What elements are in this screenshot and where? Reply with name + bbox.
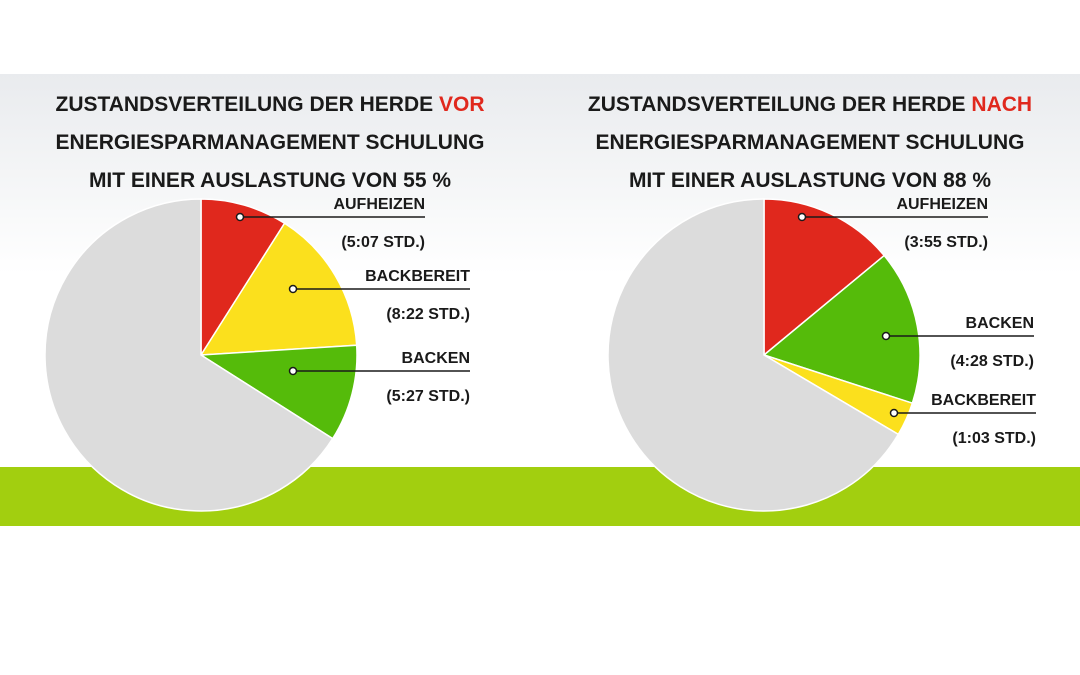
leader-dot (288, 284, 298, 294)
pie-slice-backen (198, 344, 358, 440)
leader-dot (797, 212, 807, 222)
slice-label: BACKBEREIT (365, 268, 470, 285)
leader-dot (235, 212, 245, 222)
pie-slice-aufheizen (763, 198, 886, 357)
pie-slice-aufheizen (200, 198, 286, 358)
pie-slice-backen (762, 254, 921, 405)
slice-value-label: (8:22 STD.) (386, 306, 470, 323)
slice-label: BACKEN (966, 315, 1034, 332)
slice-value-label: (1:03 STD.) (952, 430, 1036, 447)
title-text: ZUSTANDSVERTEILUNG DER HERDE (55, 93, 434, 116)
title-highlight: VOR (438, 93, 485, 116)
pie-slice-rest (44, 198, 334, 512)
slice-value-label: (4:28 STD.) (950, 353, 1034, 370)
leader-dot (889, 408, 899, 418)
title-line-1: ZUSTANDSVERTEILUNG DER HERDE NACH (540, 86, 1080, 124)
slice-label: AUFHEIZEN (896, 196, 988, 213)
leader-dot (881, 331, 891, 341)
pie-slice-rest (607, 198, 900, 512)
pie-svg-before: AUFHEIZEN (5:07 STD.) BACKBEREIT (8:22 STD.… (44, 196, 470, 512)
slice-value-label: (5:27 STD.) (386, 388, 470, 405)
slice-label: BACKBEREIT (931, 392, 1036, 409)
title-text: ZUSTANDSVERTEILUNG DER HERDE (587, 93, 966, 116)
slice-value-label: (3:55 STD.) (904, 234, 988, 251)
slice-label: BACKEN (402, 350, 470, 367)
pie-slice-backbereit (199, 222, 358, 356)
pie-svg-after: AUFHEIZEN (3:55 STD.) BACKEN (4:28 STD.) BAC… (607, 196, 1036, 512)
pie-chart-after: ZUSTANDSVERTEILUNG DER HERDE NACH ENERGI… (540, 74, 1080, 526)
chart-title-after: ZUSTANDSVERTEILUNG DER HERDE NACH ENERGI… (540, 86, 1080, 200)
title-line-2: ENERGIESPARMANAGEMENT SCHULUNG (595, 131, 1025, 154)
title-line-2: ENERGIESPARMANAGEMENT SCHULUNG (55, 131, 485, 154)
leader-dot (288, 366, 298, 376)
title-line-3: MIT EINER AUSLASTUNG VON 88 % (628, 169, 992, 192)
slice-label: AUFHEIZEN (333, 196, 425, 213)
chart-title-before: ZUSTANDSVERTEILUNG DER HERDE VOR ENERGIE… (0, 86, 540, 200)
title-highlight: NACH (971, 93, 1033, 116)
title-line-3: MIT EINER AUSLASTUNG VON 55 % (88, 169, 452, 192)
pie-chart-before: ZUSTANDSVERTEILUNG DER HERDE VOR ENERGIE… (0, 74, 540, 526)
slice-value-label: (5:07 STD.) (341, 234, 425, 251)
title-line-1: ZUSTANDSVERTEILUNG DER HERDE VOR (0, 86, 540, 124)
